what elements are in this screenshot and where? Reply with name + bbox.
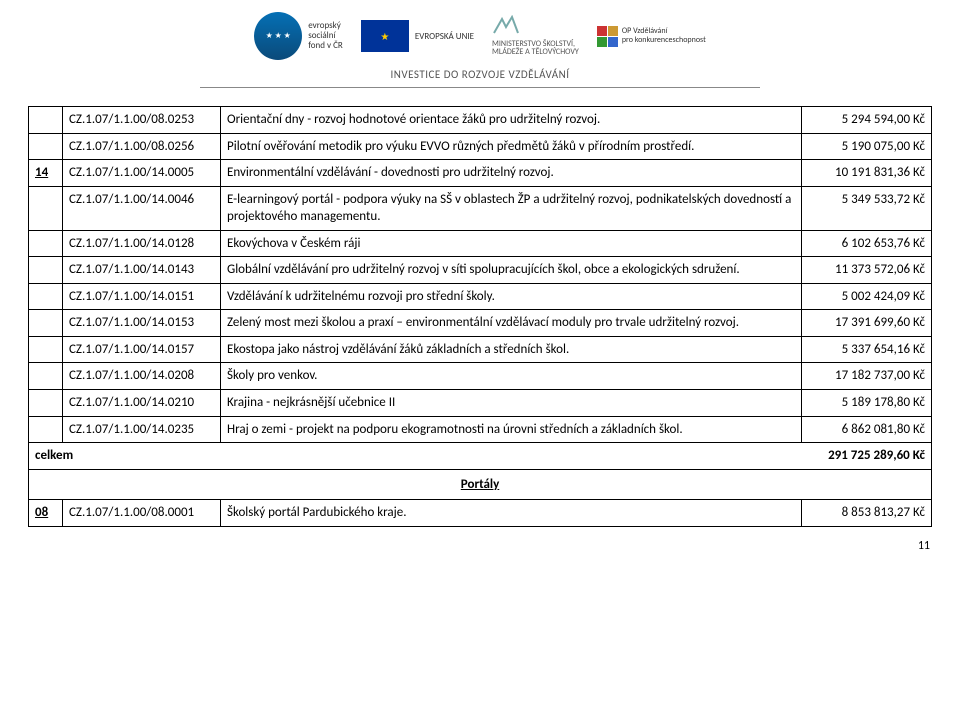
project-desc: Globální vzdělávání pro udržitelný rozvo…	[221, 257, 802, 284]
project-amount: 6 862 081,80 Kč	[802, 416, 932, 443]
op-squares-icon	[597, 26, 618, 47]
project-desc: Vzdělávání k udržitelnému rozvoji pro st…	[221, 283, 802, 310]
section-header-row: Portály	[29, 469, 932, 500]
project-amount: 5 294 594,00 Kč	[802, 107, 932, 134]
project-desc: Environmentální vzdělávání - dovednosti …	[221, 160, 802, 187]
project-amount: 5 002 424,09 Kč	[802, 283, 932, 310]
table-row: CZ.1.07/1.1.00/14.0235Hraj o zemi - proj…	[29, 416, 932, 443]
project-desc: Školský portál Pardubického kraje.	[221, 500, 802, 527]
table-row: 14CZ.1.07/1.1.00/14.0005Environmentální …	[29, 160, 932, 187]
project-code: CZ.1.07/1.1.00/14.0151	[63, 283, 221, 310]
project-code: CZ.1.07/1.1.00/08.0256	[63, 133, 221, 160]
project-desc: Pilotní ověřování metodik pro výuku EVVO…	[221, 133, 802, 160]
projects-table: CZ.1.07/1.1.00/08.0253Orientační dny - r…	[28, 106, 932, 527]
project-desc: Orientační dny - rozvoj hodnotové orient…	[221, 107, 802, 134]
table-row: CZ.1.07/1.1.00/14.0143Globální vzděláván…	[29, 257, 932, 284]
table-row: CZ.1.07/1.1.00/14.0153Zelený most mezi š…	[29, 310, 932, 337]
table-row: 08CZ.1.07/1.1.00/08.0001Školský portál P…	[29, 500, 932, 527]
table-row: CZ.1.07/1.1.00/14.0157Ekostopa jako nást…	[29, 336, 932, 363]
msmt-logo: MINISTERSTVO ŠKOLSTVÍ, MLÁDEŽE A TĚLOVÝC…	[492, 15, 579, 57]
project-code: CZ.1.07/1.1.00/14.0210	[63, 390, 221, 417]
header-logos: ★ ★ ★ evropský sociální fond v ČR ★ EVRO…	[0, 0, 960, 66]
project-desc: Zelený most mezi školou a praxí – enviro…	[221, 310, 802, 337]
project-amount: 10 191 831,36 Kč	[802, 160, 932, 187]
msmt-icon	[492, 15, 520, 37]
esf-star-icon: ★ ★ ★	[254, 12, 302, 60]
table-row: CZ.1.07/1.1.00/08.0253Orientační dny - r…	[29, 107, 932, 134]
project-amount: 11 373 572,06 Kč	[802, 257, 932, 284]
project-desc: Školy pro venkov.	[221, 363, 802, 390]
table-row: CZ.1.07/1.1.00/14.0208Školy pro venkov.1…	[29, 363, 932, 390]
esf-text: evropský sociální fond v ČR	[308, 21, 343, 51]
row-number	[29, 416, 63, 443]
project-amount: 17 391 699,60 Kč	[802, 310, 932, 337]
project-desc: Ekovýchova v Českém ráji	[221, 230, 802, 257]
section-title: Portály	[29, 469, 932, 500]
project-code: CZ.1.07/1.1.00/14.0128	[63, 230, 221, 257]
esf-line3: fond v ČR	[308, 41, 343, 51]
row-number	[29, 336, 63, 363]
total-row: celkem 291 725 289,60 Kč	[29, 443, 932, 470]
row-number	[29, 363, 63, 390]
total-label: celkem	[29, 443, 802, 470]
op-logo: OP Vzdělávání pro konkurenceschopnost	[597, 26, 706, 47]
table-row: CZ.1.07/1.1.00/14.0046E-learningový port…	[29, 186, 932, 230]
project-amount: 5 189 178,80 Kč	[802, 390, 932, 417]
page-number: 11	[0, 527, 960, 561]
total-amount: 291 725 289,60 Kč	[802, 443, 932, 470]
project-amount: 8 853 813,27 Kč	[802, 500, 932, 527]
project-amount: 17 182 737,00 Kč	[802, 363, 932, 390]
table-row: CZ.1.07/1.1.00/14.0151Vzdělávání k udrži…	[29, 283, 932, 310]
row-number	[29, 257, 63, 284]
invest-tagline: INVESTICE DO ROZVOJE VZDĚLÁVÁNÍ	[200, 66, 760, 88]
project-code: CZ.1.07/1.1.00/14.0157	[63, 336, 221, 363]
table-row: CZ.1.07/1.1.00/08.0256Pilotní ověřování …	[29, 133, 932, 160]
row-number: 14	[29, 160, 63, 187]
row-number: 08	[29, 500, 63, 527]
project-code: CZ.1.07/1.1.00/14.0143	[63, 257, 221, 284]
project-code: CZ.1.07/1.1.00/14.0208	[63, 363, 221, 390]
row-number	[29, 283, 63, 310]
row-number	[29, 133, 63, 160]
project-desc: E-learningový portál - podpora výuky na …	[221, 186, 802, 230]
op-line2: pro konkurenceschopnost	[622, 36, 706, 45]
project-code: CZ.1.07/1.1.00/14.0153	[63, 310, 221, 337]
row-number	[29, 310, 63, 337]
table-row: CZ.1.07/1.1.00/14.0210Krajina - nejkrásn…	[29, 390, 932, 417]
eu-flag-icon: ★	[361, 20, 409, 52]
op-text: OP Vzdělávání pro konkurenceschopnost	[622, 27, 706, 45]
project-code: CZ.1.07/1.1.00/14.0005	[63, 160, 221, 187]
project-code: CZ.1.07/1.1.00/14.0235	[63, 416, 221, 443]
eu-logo: ★ EVROPSKÁ UNIE	[361, 20, 474, 52]
table-row: CZ.1.07/1.1.00/14.0128Ekovýchova v České…	[29, 230, 932, 257]
project-amount: 5 337 654,16 Kč	[802, 336, 932, 363]
row-number	[29, 230, 63, 257]
project-code: CZ.1.07/1.1.00/08.0253	[63, 107, 221, 134]
esf-logo: ★ ★ ★ evropský sociální fond v ČR	[254, 12, 343, 60]
project-amount: 6 102 653,76 Kč	[802, 230, 932, 257]
project-desc: Hraj o zemi - projekt na podporu ekogram…	[221, 416, 802, 443]
msmt-line2: MLÁDEŽE A TĚLOVÝCHOVY	[492, 48, 579, 57]
project-amount: 5 190 075,00 Kč	[802, 133, 932, 160]
row-number	[29, 107, 63, 134]
row-number	[29, 186, 63, 230]
row-number	[29, 390, 63, 417]
project-desc: Krajina - nejkrásnější učebnice II	[221, 390, 802, 417]
project-amount: 5 349 533,72 Kč	[802, 186, 932, 230]
project-code: CZ.1.07/1.1.00/08.0001	[63, 500, 221, 527]
project-code: CZ.1.07/1.1.00/14.0046	[63, 186, 221, 230]
eu-label: EVROPSKÁ UNIE	[415, 31, 474, 42]
project-desc: Ekostopa jako nástroj vzdělávání žáků zá…	[221, 336, 802, 363]
